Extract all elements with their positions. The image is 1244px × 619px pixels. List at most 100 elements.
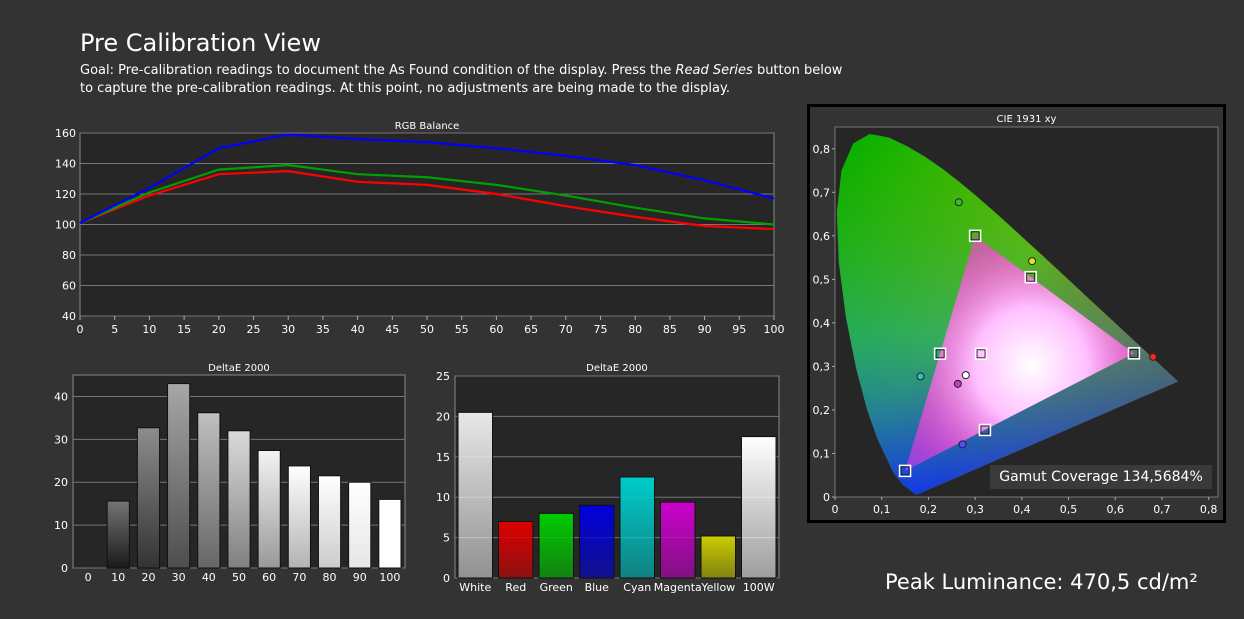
bar-20 bbox=[136, 427, 161, 569]
bar-10 bbox=[106, 500, 130, 569]
target-square-6 bbox=[974, 347, 988, 361]
bar-cyan bbox=[619, 476, 655, 579]
bar-green bbox=[538, 512, 574, 579]
y-tick-label: 40 bbox=[54, 390, 68, 403]
x-tick-label: 95 bbox=[732, 323, 746, 336]
y-tick-label: 0,7 bbox=[813, 186, 831, 199]
target-square-inner-2 bbox=[900, 466, 910, 476]
bar-100w bbox=[741, 436, 777, 579]
rgb-balance-chart: RGB Balance 40 60 80 100 120 140 160 0 5 10 15 20 25 3… bbox=[55, 121, 785, 336]
target-square-3 bbox=[933, 347, 947, 361]
x-tick-label: Yellow bbox=[700, 581, 735, 594]
series-line-0 bbox=[79, 170, 775, 231]
target-square-5 bbox=[1024, 270, 1037, 284]
x-tick-label: 85 bbox=[663, 323, 677, 336]
x-tick-label: 75 bbox=[594, 323, 608, 336]
bar-yellow bbox=[700, 535, 736, 579]
y-tick-label: 120 bbox=[55, 188, 76, 201]
bar-blue bbox=[579, 504, 615, 579]
goal-suffix: button below to capture the pre-calibrat… bbox=[80, 63, 843, 96]
goal-prefix: Goal: Pre-calibration readings to docume… bbox=[80, 63, 676, 78]
y-tick-label: 15 bbox=[436, 451, 450, 464]
x-tick-label: 30 bbox=[281, 323, 295, 336]
x-tick-label: 80 bbox=[323, 571, 337, 584]
x-tick-label: 0,1 bbox=[873, 503, 891, 516]
bar-70 bbox=[287, 465, 311, 569]
target-square-inner-1 bbox=[970, 231, 980, 241]
target-square-inner-5 bbox=[1026, 272, 1036, 282]
bar-magenta bbox=[660, 501, 696, 579]
bar-red bbox=[498, 520, 534, 579]
x-tick-label: 70 bbox=[559, 323, 573, 336]
y-tick-label: 0,4 bbox=[813, 317, 831, 330]
x-tick-label: 0,5 bbox=[1060, 503, 1078, 516]
page-title: Pre Calibration View bbox=[80, 29, 321, 57]
x-tick-label: 100W bbox=[743, 581, 775, 594]
deltae-grayscale-chart: DeltaE 2000 0 10 20 30 40 0 10 20 30 40 50 60 70 80 90 1… bbox=[54, 363, 406, 584]
measured-point-3 bbox=[916, 372, 925, 381]
x-tick-label: 40 bbox=[202, 571, 216, 584]
x-tick-label: 0 bbox=[832, 503, 839, 516]
x-tick-label: 0,7 bbox=[1153, 503, 1171, 516]
series-line-1 bbox=[79, 163, 775, 226]
peak-luminance-label: Peak Luminance: 470,5 cd/m² bbox=[885, 570, 1198, 594]
target-square-inner-0 bbox=[1129, 348, 1139, 358]
y-tick-label: 0,2 bbox=[813, 404, 831, 417]
y-tick-label: 0 bbox=[823, 491, 830, 504]
x-tick-label: 50 bbox=[232, 571, 246, 584]
y-tick-label: 60 bbox=[62, 280, 76, 293]
x-tick-label: 100 bbox=[379, 571, 400, 584]
bar-60 bbox=[257, 449, 281, 569]
series-line-2 bbox=[79, 133, 775, 224]
bar-30 bbox=[167, 383, 191, 569]
bar-80 bbox=[317, 475, 342, 569]
chart-title: CIE 1931 xy bbox=[997, 114, 1057, 125]
y-tick-label: 30 bbox=[54, 433, 68, 446]
x-tick-label: Blue bbox=[585, 581, 610, 594]
plot-area bbox=[454, 375, 780, 579]
x-tick-label: 40 bbox=[351, 323, 365, 336]
x-tick-label: 0,4 bbox=[1013, 503, 1030, 516]
y-tick-label: 10 bbox=[54, 519, 68, 532]
x-tick-label: 20 bbox=[212, 323, 226, 336]
target-square-4 bbox=[978, 423, 992, 437]
y-tick-label: 25 bbox=[436, 370, 450, 383]
y-tick-label: 40 bbox=[62, 310, 76, 323]
x-tick-label: 80 bbox=[628, 323, 642, 336]
y-tick-label: 0,1 bbox=[813, 447, 831, 460]
x-tick-label: Cyan bbox=[623, 581, 651, 594]
gamut-triangle-highlight bbox=[905, 235, 1134, 471]
chart-title: RGB Balance bbox=[395, 121, 460, 132]
gamut-coverage-label: Gamut Coverage 134,5684% bbox=[990, 465, 1212, 489]
goal-button-name: Read Series bbox=[675, 63, 753, 78]
y-tick-label: 0 bbox=[61, 562, 68, 575]
target-square-1 bbox=[968, 229, 982, 243]
cie-1931-chart: CIE 1931 xy 0 0,1 0,2 0,3 0,4 0,5 0,6 0,7 0,8 0 0,1… bbox=[813, 114, 1219, 516]
x-tick-label: 60 bbox=[262, 571, 276, 584]
y-tick-label: 140 bbox=[55, 158, 76, 171]
y-tick-label: 160 bbox=[55, 127, 76, 140]
y-tick-label: 5 bbox=[443, 532, 450, 545]
x-tick-label: Magenta bbox=[654, 581, 702, 594]
x-tick-label: 55 bbox=[455, 323, 469, 336]
x-tick-label: 0,3 bbox=[966, 503, 984, 516]
chart-title: DeltaE 2000 bbox=[586, 363, 648, 374]
y-tick-label: 0,3 bbox=[813, 360, 831, 373]
bar-white bbox=[457, 411, 493, 579]
y-tick-label: 20 bbox=[436, 410, 450, 423]
x-tick-label: 45 bbox=[385, 323, 399, 336]
y-tick-label: 0,8 bbox=[813, 143, 831, 156]
goal-text: Goal: Pre-calibration readings to docume… bbox=[80, 62, 850, 98]
y-tick-label: 0,5 bbox=[813, 273, 831, 286]
measured-point-6 bbox=[961, 371, 970, 380]
bar-40 bbox=[197, 412, 221, 569]
target-square-inner-6 bbox=[976, 349, 986, 359]
bar-50 bbox=[227, 430, 251, 569]
x-tick-label: 15 bbox=[177, 323, 191, 336]
x-tick-label: 30 bbox=[172, 571, 186, 584]
x-tick-label: 0,8 bbox=[1200, 503, 1218, 516]
x-tick-label: 10 bbox=[142, 323, 156, 336]
x-tick-label: 70 bbox=[292, 571, 306, 584]
x-tick-label: 0 bbox=[85, 571, 92, 584]
y-tick-label: 80 bbox=[62, 249, 76, 262]
